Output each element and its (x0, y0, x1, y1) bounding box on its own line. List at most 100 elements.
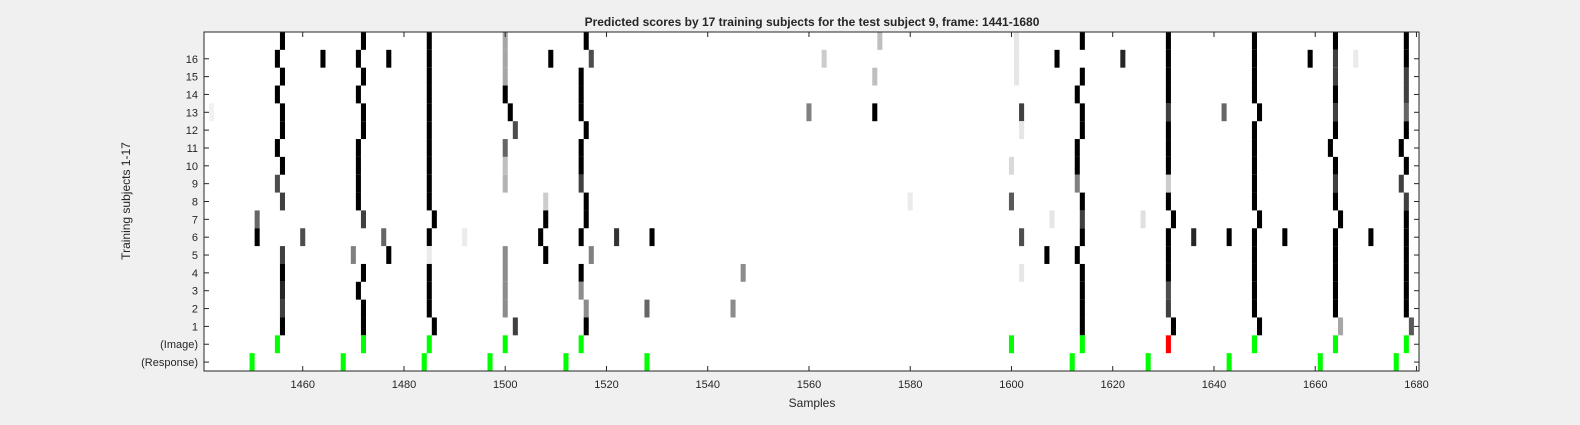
response-marker (1393, 353, 1399, 371)
heatmap-cell (1165, 246, 1171, 264)
heatmap-cell (1403, 299, 1409, 318)
heatmap-cell (1332, 67, 1338, 86)
heatmap-cell (274, 174, 280, 193)
heatmap-cell (1226, 228, 1232, 247)
heatmap-cell (1165, 139, 1171, 157)
heatmap-cell (1074, 85, 1080, 104)
heatmap-cell (1251, 174, 1257, 193)
heatmap-cell (1403, 210, 1409, 229)
heatmap-cell (209, 103, 215, 122)
heatmap-cell (1403, 192, 1409, 211)
heatmap-cell (426, 174, 432, 193)
heatmap-cell (320, 49, 326, 68)
heatmap-cell (1140, 210, 1146, 229)
heatmap-cell (355, 156, 361, 175)
image-marker (1251, 335, 1257, 354)
heatmap-cell (1403, 281, 1409, 300)
x-tick-label: 1620 (1100, 379, 1124, 391)
heatmap-cell (1165, 67, 1171, 86)
heatmap-cell (907, 192, 913, 211)
heatmap-cell (644, 299, 650, 318)
x-tick-label: 1480 (392, 379, 416, 391)
heatmap-cell (1398, 139, 1404, 157)
heatmap-cell (578, 67, 584, 86)
heatmap-cell (1332, 246, 1338, 264)
heatmap-cell (1079, 103, 1085, 122)
heatmap-cell (583, 121, 589, 140)
heatmap-cell (1332, 263, 1338, 282)
response-marker (1317, 353, 1323, 371)
response-marker (249, 353, 255, 371)
heatmap-cell (1332, 174, 1338, 193)
heatmap-cell (1332, 299, 1338, 318)
heatmap-cell (1338, 317, 1344, 336)
image-marker (1403, 335, 1409, 354)
y-tick-label: 7 (192, 214, 198, 226)
heatmap-cell (279, 67, 285, 86)
heatmap-cell (740, 263, 746, 282)
heatmap-cell (1074, 156, 1080, 175)
heatmap-cell (543, 192, 549, 211)
heatmap-cell (350, 246, 356, 264)
heatmap-cell (300, 228, 306, 247)
y-tick-label: 12 (186, 125, 198, 137)
heatmap-cell (1049, 210, 1055, 229)
heatmap-cell (426, 121, 432, 140)
image-marker (578, 335, 584, 354)
heatmap-cell (360, 263, 366, 282)
heatmap-cell (1332, 281, 1338, 300)
y-tick-label: 8 (192, 197, 198, 209)
heatmap-cell (578, 281, 584, 300)
heatmap-cell (578, 174, 584, 193)
heatmap-cell (254, 228, 260, 247)
heatmap-cell (1019, 103, 1025, 122)
y-tick-label: 14 (186, 89, 198, 101)
heatmap-cell (578, 139, 584, 157)
heatmap-cell (1019, 121, 1025, 140)
heatmap-cell (279, 156, 285, 175)
heatmap-cell (279, 281, 285, 300)
heatmap-cell (872, 67, 878, 86)
heatmap-cell (1079, 121, 1085, 140)
heatmap-cell (426, 156, 432, 175)
heatmap-cell (1327, 139, 1333, 157)
heatmap-cell (1403, 32, 1409, 50)
response-marker (1226, 353, 1232, 371)
x-axis-label: Samples (789, 396, 836, 410)
heatmap-cell (279, 263, 285, 282)
chart-title: Predicted scores by 17 training subjects… (585, 15, 1040, 29)
heatmap-cell (1170, 317, 1176, 336)
y-tick-label: 15 (186, 72, 198, 84)
response-marker (487, 353, 493, 371)
heatmap-cell (426, 49, 432, 68)
heatmap-cell (426, 299, 432, 318)
heatmap-cell (360, 121, 366, 140)
heatmap-cell (1368, 228, 1374, 247)
heatmap-cell (578, 228, 584, 247)
x-tick-label: 1500 (493, 379, 517, 391)
heatmap-cell (1191, 228, 1197, 247)
heatmap-cell (578, 156, 584, 175)
y-tick-label: 13 (186, 107, 198, 119)
heatmap-cell (274, 139, 280, 157)
heatmap-cell (1074, 139, 1080, 157)
heatmap-cell (1079, 263, 1085, 282)
heatmap-cell (1403, 156, 1409, 175)
heatmap-cell (1353, 49, 1359, 68)
heatmap-cell (502, 67, 508, 86)
heatmap-cell (1251, 299, 1257, 318)
heatmap-cell (1008, 156, 1014, 175)
heatmap-cell (1408, 317, 1414, 336)
heatmap-cell (1251, 263, 1257, 282)
heatmap-cell (730, 299, 736, 318)
y-tick-label: 3 (192, 286, 198, 298)
heatmap-cell (1251, 156, 1257, 175)
y-tick-label: 11 (187, 143, 198, 155)
heatmap-cell (578, 263, 584, 282)
heatmap-cell (1079, 32, 1085, 50)
heatmap-cell (1074, 174, 1080, 193)
image-marker (1079, 335, 1085, 354)
heatmap-cell (1403, 85, 1409, 104)
heatmap-cell (1251, 281, 1257, 300)
heatmap-cell (1165, 192, 1171, 211)
